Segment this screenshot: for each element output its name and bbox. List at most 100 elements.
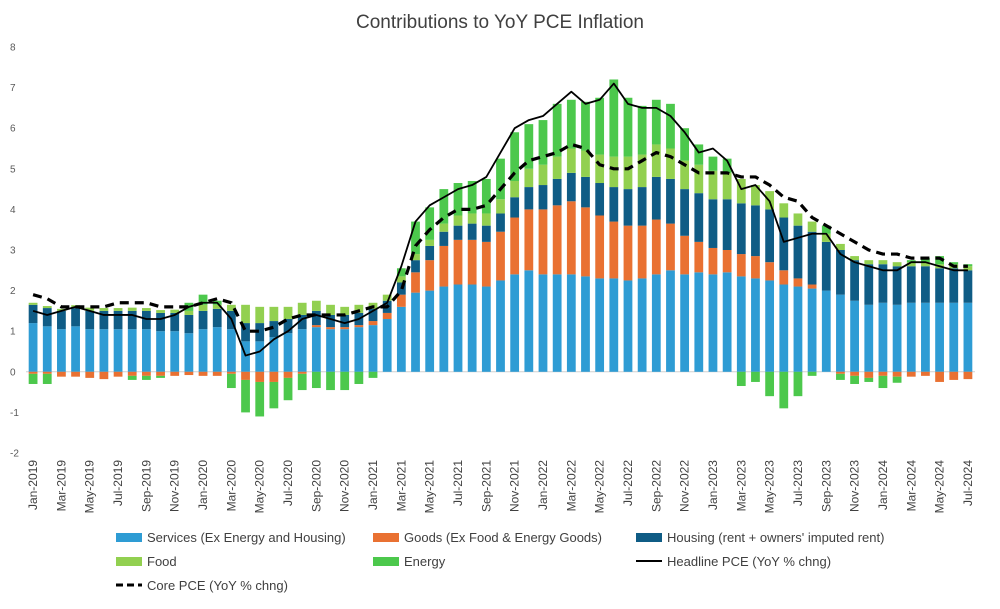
x-tick-label: Nov-2020 [338,460,352,512]
chart-title: Contributions to YoY PCE Inflation [356,12,644,33]
bar-services-ex-energy-and-housing [99,329,109,372]
x-tick-label: Jul-2022 [621,460,635,506]
bar-housing-rent-owners-imputed-rent [156,312,165,332]
bar-housing-rent-owners-imputed-rent [949,268,959,303]
x-tick-label: Mar-2024 [904,460,918,512]
bar-housing-rent-owners-imputed-rent [666,178,675,224]
bar-services-ex-energy-and-housing [170,331,180,372]
bar-energy [510,132,520,181]
x-tick-label: Jan-2019 [26,460,40,510]
bar-services-ex-energy-and-housing [481,286,491,372]
x-tick-label: Nov-2019 [168,460,182,512]
bar-energy [226,373,236,389]
y-tick-label: 3 [10,246,16,257]
bar-services-ex-energy-and-housing [198,329,208,372]
bar-energy [864,377,874,382]
x-tick-label: Sep-2021 [479,460,493,512]
bar-housing-rent-owners-imputed-rent [736,203,746,255]
legend-item-headline-pce-yoy-chng[interactable]: Headline PCE (YoY % chng) [636,554,831,569]
bar-food [453,215,463,226]
bar-energy [581,101,590,151]
bar-food [198,304,208,311]
bar-services-ex-energy-and-housing [552,274,562,372]
bar-energy [524,124,534,169]
bar-services-ex-energy-and-housing [439,286,449,372]
bar-housing-rent-owners-imputed-rent [595,183,605,216]
x-tick-label: Jul-2021 [451,460,465,506]
bar-energy [552,103,562,157]
bar-goods-ex-food-energy-goods [906,371,916,377]
bar-services-ex-energy-and-housing [255,341,265,372]
bar-energy [793,371,803,397]
bar-energy [963,264,973,267]
bar-housing-rent-owners-imputed-rent [892,266,902,305]
bar-energy [850,375,859,384]
bar-food [382,294,392,301]
x-tick-label: Jan-2020 [196,460,210,510]
bar-services-ex-energy-and-housing [963,302,973,372]
bar-goods-ex-food-energy-goods [609,221,619,279]
bar-food [396,276,406,283]
bar-housing-rent-owners-imputed-rent [283,319,293,334]
bar-energy [566,99,576,149]
legend-item-goods-ex-food-energy-goods[interactable]: Goods (Ex Food & Energy Goods) [373,530,602,545]
y-tick-label: 0 [10,367,16,378]
bar-housing-rent-owners-imputed-rent [793,225,803,279]
y-tick-label: 1 [10,327,16,338]
legend-label: Food [147,554,177,569]
legend-swatch [116,557,142,566]
bar-goods-ex-food-energy-goods [368,321,378,326]
bar-goods-ex-food-energy-goods [694,241,704,273]
bar-food [552,156,562,179]
bar-food [807,221,817,232]
bar-housing-rent-owners-imputed-rent [311,310,321,326]
bar-food [481,213,491,226]
bar-goods-ex-food-energy-goods [340,327,350,330]
bar-housing-rent-owners-imputed-rent [453,225,463,240]
bar-goods-ex-food-energy-goods [85,371,95,378]
bar-energy [241,379,250,413]
bar-energy [949,262,959,265]
legend-swatch [116,533,142,542]
bar-services-ex-energy-and-housing [609,278,619,372]
bar-housing-rent-owners-imputed-rent [779,217,789,271]
bar-housing-rent-owners-imputed-rent [481,225,491,242]
bar-housing-rent-owners-imputed-rent [821,241,831,291]
bar-goods-ex-food-energy-goods [807,284,817,289]
bar-energy [637,105,647,155]
bar-food [963,266,973,271]
bar-goods-ex-food-energy-goods [326,327,335,330]
bar-energy [326,371,335,391]
bar-services-ex-energy-and-housing [595,278,605,372]
bar-goods-ex-food-energy-goods [396,294,406,307]
bar-food [921,262,930,267]
bar-housing-rent-owners-imputed-rent [297,314,307,330]
legend[interactable]: Services (Ex Energy and Housing) Goods (E… [116,530,884,593]
x-tick-label: Jan-2022 [536,460,550,510]
legend-item-energy[interactable]: Energy [373,554,446,569]
bar-food [850,256,859,261]
bar-services-ex-energy-and-housing [694,272,704,372]
bar-goods-ex-food-energy-goods [156,371,165,376]
bar-energy [283,377,293,401]
legend-item-services-ex-energy-and-housing[interactable]: Services (Ex Energy and Housing) [116,530,346,545]
bar-housing-rent-owners-imputed-rent [864,264,874,305]
bar-food [411,254,420,261]
x-tick-label: Mar-2023 [734,460,748,512]
bar-energy [396,268,406,277]
bar-energy [595,97,605,155]
bar-housing-rent-owners-imputed-rent [113,310,123,330]
bar-goods-ex-food-energy-goods [765,262,775,281]
bar-housing-rent-owners-imputed-rent [425,245,435,261]
bar-goods-ex-food-energy-goods [71,371,80,377]
bar-food [666,148,675,179]
bar-services-ex-energy-and-housing [793,286,803,372]
legend-item-food[interactable]: Food [116,554,177,569]
bar-goods-ex-food-energy-goods [113,371,123,377]
x-tick-label: May-2024 [933,460,947,514]
bar-services-ex-energy-and-housing [821,290,831,372]
bar-services-ex-energy-and-housing [538,274,548,372]
legend-item-housing-rent-owners-imputed-rent[interactable]: Housing (rent + owners' imputed rent) [636,530,884,545]
legend-item-core-pce-yoy-chng[interactable]: Core PCE (YoY % chng) [116,578,288,593]
bar-goods-ex-food-energy-goods [680,235,690,275]
